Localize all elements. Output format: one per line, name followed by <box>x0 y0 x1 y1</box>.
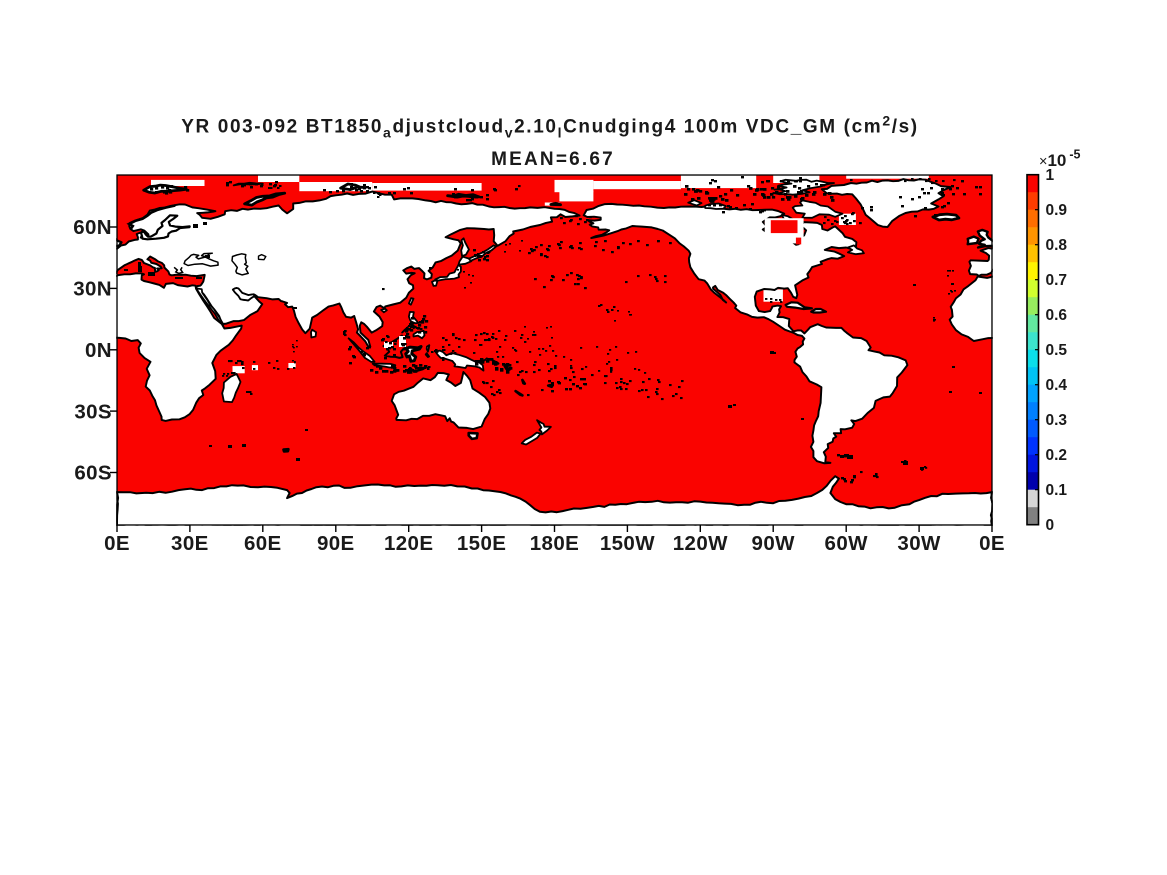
svg-text:150W: 150W <box>600 532 655 555</box>
svg-text:60W: 60W <box>825 532 869 555</box>
svg-text:×10-5: ×10 -5 <box>1039 148 1081 171</box>
svg-text:60N: 60N <box>73 216 112 239</box>
svg-text:0.8: 0.8 <box>1046 237 1068 254</box>
svg-text:30S: 30S <box>74 400 112 423</box>
svg-text:0.3: 0.3 <box>1046 412 1068 429</box>
svg-text:0N: 0N <box>85 339 112 362</box>
svg-text:0.2: 0.2 <box>1046 447 1068 464</box>
svg-text:0.4: 0.4 <box>1046 377 1068 394</box>
svg-text:YR 003-092 BT1850adjustcloudv2: YR 003-092 BT1850adjustcloudv2.10lCnudgi… <box>181 113 919 141</box>
svg-text:0.1: 0.1 <box>1046 482 1068 499</box>
svg-text:0.9: 0.9 <box>1046 202 1068 219</box>
svg-text:30E: 30E <box>171 532 209 555</box>
svg-text:60E: 60E <box>244 532 282 555</box>
svg-text:180E: 180E <box>530 532 579 555</box>
svg-text:120E: 120E <box>384 532 433 555</box>
svg-text:0E: 0E <box>979 532 1005 555</box>
svg-text:0E: 0E <box>104 532 130 555</box>
svg-text:0: 0 <box>1046 517 1055 534</box>
svg-text:1: 1 <box>1046 167 1055 184</box>
svg-text:60S: 60S <box>74 462 112 485</box>
svg-text:90E: 90E <box>317 532 355 555</box>
svg-text:MEAN=6.67: MEAN=6.67 <box>491 149 615 170</box>
svg-text:90W: 90W <box>752 532 796 555</box>
svg-text:120W: 120W <box>673 532 728 555</box>
svg-text:0.6: 0.6 <box>1046 307 1068 324</box>
svg-text:30N: 30N <box>73 278 112 301</box>
svg-text:0.5: 0.5 <box>1046 342 1068 359</box>
svg-text:0.7: 0.7 <box>1046 272 1068 289</box>
svg-text:30W: 30W <box>897 532 941 555</box>
svg-text:150E: 150E <box>457 532 506 555</box>
